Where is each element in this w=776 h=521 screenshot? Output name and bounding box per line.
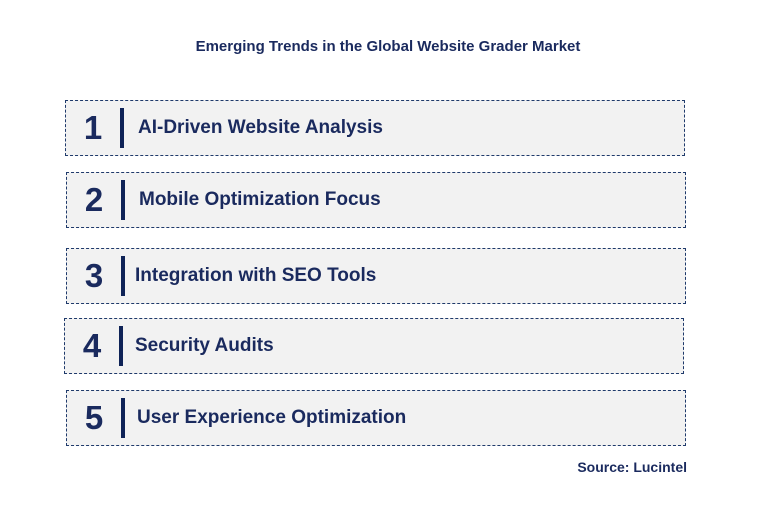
trend-divider <box>121 180 125 220</box>
trend-item-1: 1 AI-Driven Website Analysis <box>65 100 685 156</box>
trend-label: Security Audits <box>135 335 274 356</box>
trend-item-4: 4 Security Audits <box>64 318 684 374</box>
diagram-title: Emerging Trends in the Global Website Gr… <box>195 38 581 55</box>
trend-divider <box>121 256 125 296</box>
trend-label: Mobile Optimization Focus <box>139 189 381 210</box>
trend-label: Integration with SEO Tools <box>135 265 377 286</box>
trend-item-5: 5 User Experience Optimization <box>66 390 686 446</box>
trend-label: AI-Driven Website Analysis <box>138 117 383 138</box>
trend-divider <box>119 326 123 366</box>
trend-item-3: 3 Integration with SEO Tools <box>66 248 686 304</box>
trend-item-2: 2 Mobile Optimization Focus <box>66 172 686 228</box>
trend-number: 5 <box>84 399 104 436</box>
trend-number: 4 <box>82 327 102 364</box>
trend-divider <box>120 108 124 148</box>
trend-label: User Experience Optimization <box>137 407 407 428</box>
trend-number: 3 <box>84 257 104 294</box>
trend-number: 1 <box>83 109 103 146</box>
trend-divider <box>121 398 125 438</box>
trend-number: 2 <box>84 181 104 218</box>
source-credit: Source: Lucintel <box>577 459 687 475</box>
